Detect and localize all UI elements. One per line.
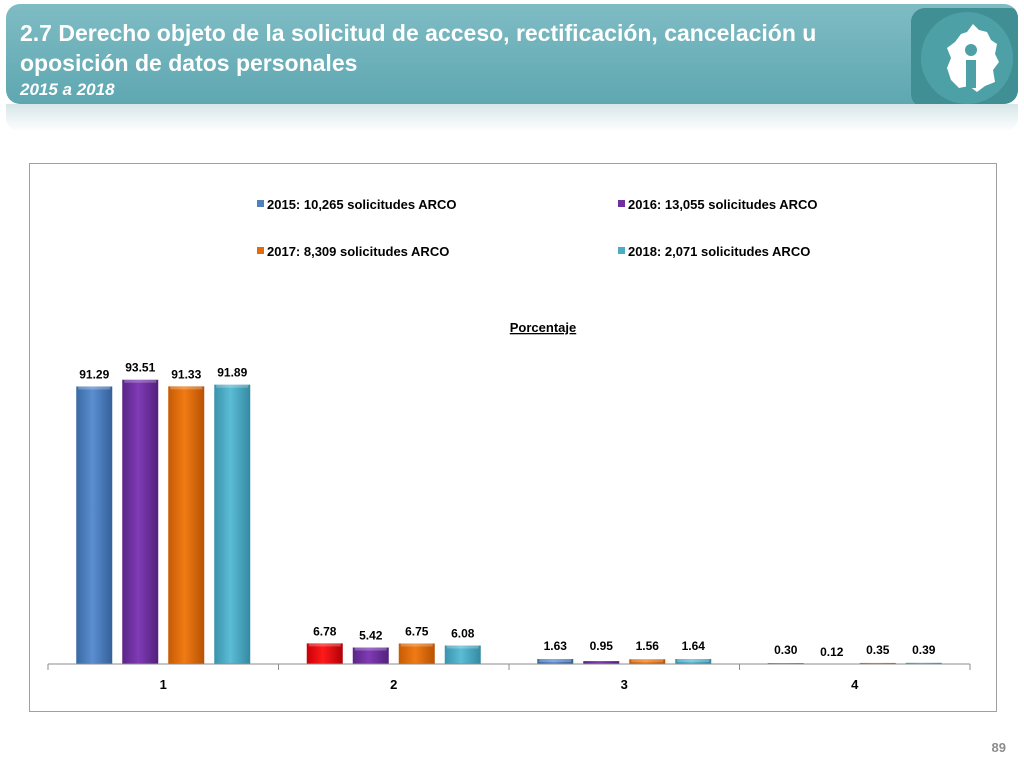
city-map-icon <box>947 24 999 92</box>
bars-layer <box>76 379 942 665</box>
bar-cap-2018-cat-1 <box>216 384 249 388</box>
bar-2015-cat-3 <box>537 659 574 664</box>
bar-2018-cat-3 <box>675 659 712 664</box>
page-title: 2.7 Derecho objeto de la solicitud de ac… <box>20 20 817 76</box>
x-axis: 1 2 3 4 <box>47 663 971 692</box>
chart-legend: 2015: 10,265 solicitudes ARCO 2016: 13,0… <box>257 197 818 259</box>
bar-2016-cat-2 <box>352 647 389 664</box>
institution-logo <box>911 8 1018 104</box>
bar-cap-2017-cat-2 <box>400 643 433 647</box>
bar-2016-cat-1 <box>122 379 159 664</box>
value-labels-layer: 91.29 93.51 91.33 91.89 6.78 5.42 6.75 6.08 1.63… <box>79 361 936 659</box>
bar-cap-2016-cat-1 <box>124 379 157 383</box>
bar-2018-cat-4 <box>905 662 942 664</box>
bar-2015-cat-1 <box>76 386 113 664</box>
bar-2017-cat-2 <box>398 643 435 664</box>
value-label-2016-cat-2: 5.42 <box>359 629 383 643</box>
value-label-2017-cat-4: 0.35 <box>866 643 890 657</box>
bar-2015-cat-2 <box>306 643 343 664</box>
page-subtitle: 2015 a 2018 <box>20 80 115 99</box>
value-label-2017-cat-1: 91.33 <box>171 367 201 381</box>
chart-title: Porcentaje <box>510 320 576 335</box>
legend-item-2018: 2018: 2,071 solicitudes ARCO <box>618 244 810 259</box>
legend-item-2015: 2015: 10,265 solicitudes ARCO <box>257 197 457 212</box>
value-label-2017-cat-3: 1.56 <box>636 639 660 653</box>
bar-cap-2017-cat-1 <box>170 386 203 390</box>
legend-label-2015: 2015: 10,265 solicitudes ARCO <box>267 197 457 212</box>
legend-label-2016: 2016: 13,055 solicitudes ARCO <box>628 197 818 212</box>
value-label-2015-cat-1: 91.29 <box>79 367 109 381</box>
x-tick-label-2: 2 <box>390 677 397 692</box>
bar-chart: 2015: 10,265 solicitudes ARCO 2016: 13,0… <box>47 197 971 692</box>
bar-cap-2018-cat-3 <box>677 659 710 663</box>
bar-cap-2015-cat-1 <box>78 386 111 390</box>
page-number: 89 <box>991 740 1006 755</box>
value-label-2016-cat-4: 0.12 <box>820 645 844 659</box>
bar-cap-2018-cat-2 <box>446 645 479 649</box>
bar-2018-cat-2 <box>444 645 481 664</box>
value-label-2017-cat-2: 6.75 <box>405 624 429 638</box>
bar-2018-cat-1 <box>214 384 251 664</box>
x-tick-label-1: 1 <box>160 677 167 692</box>
legend-item-2017: 2017: 8,309 solicitudes ARCO <box>257 244 449 259</box>
bar-2017-cat-1 <box>168 386 205 664</box>
bar-cap-2017-cat-3 <box>631 659 664 663</box>
value-label-2016-cat-1: 93.51 <box>125 361 155 375</box>
bar-2017-cat-3 <box>629 659 666 664</box>
bar-2016-cat-3 <box>583 661 620 664</box>
bar-cap-2015-cat-3 <box>539 659 572 663</box>
x-tick-label-4: 4 <box>851 677 859 692</box>
value-label-2015-cat-3: 1.63 <box>544 639 568 653</box>
chart-frame: 2015: 10,265 solicitudes ARCO 2016: 13,0… <box>29 163 997 712</box>
legend-label-2017: 2017: 8,309 solicitudes ARCO <box>267 244 449 259</box>
value-label-2018-cat-3: 1.64 <box>682 639 706 653</box>
banner-shadow <box>6 104 1018 132</box>
bar-cap-2016-cat-2 <box>354 647 387 651</box>
value-label-2015-cat-4: 0.30 <box>774 643 798 657</box>
legend-item-2016: 2016: 13,055 solicitudes ARCO <box>618 197 818 212</box>
value-label-2018-cat-1: 91.89 <box>217 366 247 380</box>
value-label-2018-cat-4: 0.39 <box>912 643 936 657</box>
value-label-2018-cat-2: 6.08 <box>451 627 475 641</box>
bar-2017-cat-4 <box>859 662 896 664</box>
x-tick-label-3: 3 <box>621 677 628 692</box>
legend-label-2018: 2018: 2,071 solicitudes ARCO <box>628 244 810 259</box>
title-banner: 2.7 Derecho objeto de la solicitud de ac… <box>6 4 1018 104</box>
value-label-2016-cat-3: 0.95 <box>590 639 614 653</box>
value-label-2015-cat-2: 6.78 <box>313 624 337 638</box>
bar-cap-2015-cat-2 <box>308 643 341 647</box>
